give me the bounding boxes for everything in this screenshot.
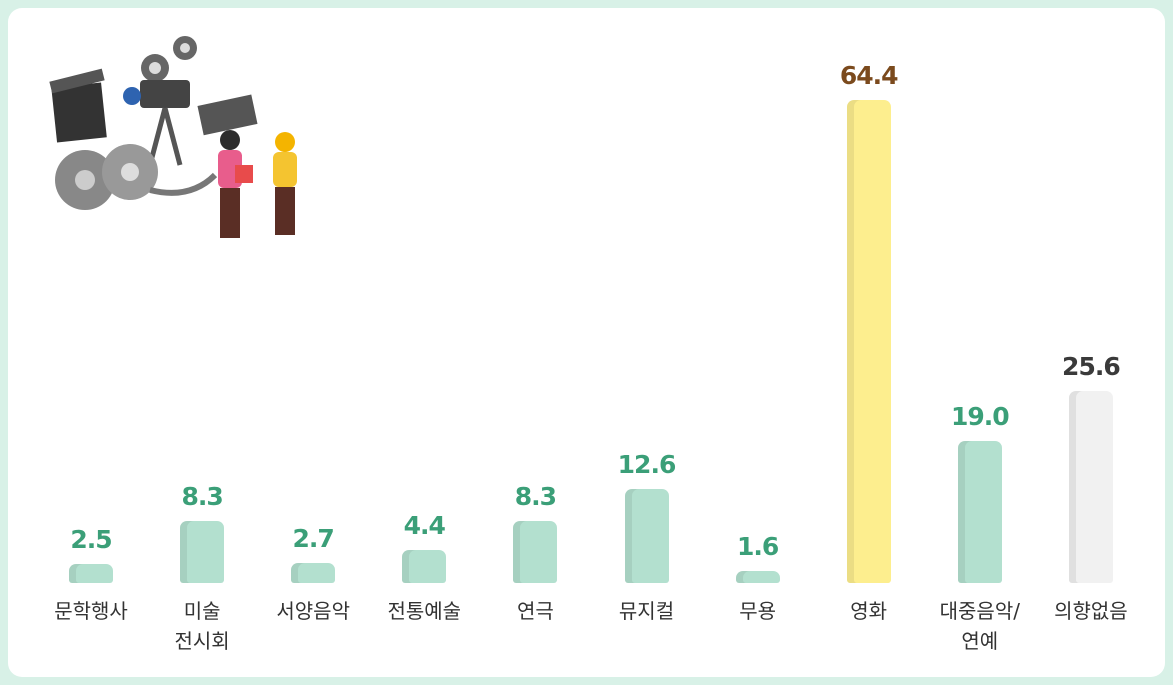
value-label: 2.5 [70, 525, 112, 555]
bar [735, 571, 780, 583]
category-label: 의향없음 [1054, 599, 1128, 623]
bar [291, 562, 336, 583]
category-label: 무용 [739, 599, 776, 623]
value-label: 19.0 [950, 401, 1010, 431]
value-label: 25.6 [1062, 352, 1121, 381]
bar [1068, 391, 1113, 583]
category-label: 영화 [850, 599, 888, 623]
bar [513, 520, 558, 583]
value-label: 64.4 [839, 61, 899, 90]
illustration [49, 36, 297, 238]
category-label: 서양음악 [276, 599, 350, 623]
category-label: 대중음악/ 연예 [939, 599, 1020, 653]
bar [957, 440, 1002, 583]
value-label: 8.3 [514, 481, 557, 511]
category-label: 미술 전시회 [174, 599, 230, 653]
bar [69, 564, 113, 583]
value-label: 12.6 [617, 449, 677, 479]
value-label: 4.4 [403, 511, 446, 540]
bar [624, 488, 669, 583]
value-label: 1.6 [736, 532, 779, 561]
value-label: 8.3 [181, 481, 223, 511]
category-label: 문학행사 [54, 599, 128, 623]
category-label: 뮤지컬 [618, 599, 675, 623]
category-label: 연극 [516, 599, 554, 623]
category-label: 전통예술 [387, 599, 462, 623]
bar [846, 100, 891, 583]
value-label: 2.7 [292, 523, 335, 553]
bar [402, 550, 447, 583]
bar [180, 520, 225, 583]
